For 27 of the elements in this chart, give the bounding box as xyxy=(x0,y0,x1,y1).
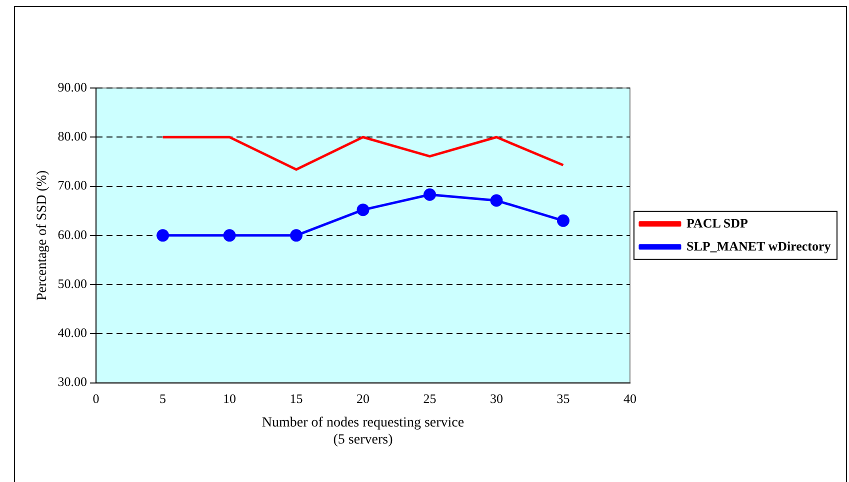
x-tick-label: 5 xyxy=(160,391,166,406)
point xyxy=(490,194,503,207)
legend-label: PACL SDP xyxy=(686,215,748,230)
y-tick-label: 30.00 xyxy=(58,374,88,390)
y-tick-label: 90.00 xyxy=(58,79,88,94)
x-tick-label: 0 xyxy=(92,391,100,406)
legend-label: SLP_MANET wDirectory xyxy=(686,238,832,254)
point xyxy=(556,214,570,227)
y-tick-label: 60.00 xyxy=(58,226,88,242)
point xyxy=(156,229,170,242)
y-tick-label: 80.00 xyxy=(58,128,88,144)
point xyxy=(423,188,436,201)
x-tick-label: 20 xyxy=(356,391,370,406)
point xyxy=(223,229,236,242)
x-tick-label: 30 xyxy=(490,391,503,406)
x-tick-label: 10 xyxy=(223,391,236,406)
x-axis-title: Number of nodes requesting service (5 servers) xyxy=(262,415,464,448)
x-tick-label: 40 xyxy=(623,391,636,406)
point xyxy=(356,204,370,216)
y-tick-label: 40.00 xyxy=(58,325,88,340)
point xyxy=(290,229,303,242)
x-tick-label: 15 xyxy=(290,391,303,406)
x-tick-label: 25 xyxy=(423,391,436,406)
x-tick-label: 35 xyxy=(556,391,570,406)
y-tick-label: 50.00 xyxy=(58,276,88,291)
y-axis-title: Percentage of SSD (%) xyxy=(35,170,50,301)
y-tick-label: 70.00 xyxy=(58,178,88,193)
